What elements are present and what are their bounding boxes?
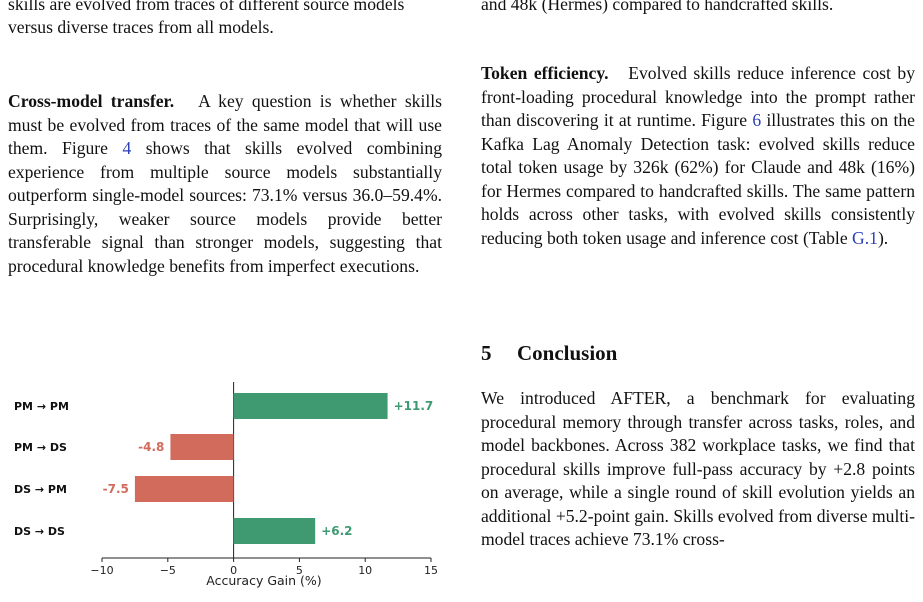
bar [233,393,388,419]
category-label: DS → PM [14,483,67,496]
section-heading-conclusion: 5 Conclusion [481,341,915,366]
section-title: Conclusion [517,341,618,365]
cross-model-paragraph: Cross-model transfer. A key question is … [8,90,442,278]
token-efficiency-paragraph: Token efficiency. Evolved skills reduce … [481,62,915,250]
right-top-fragment: and 48k (Hermes) compared to handcrafted… [481,0,834,14]
token-efficiency-body-1: Evolved skills reduce inference cost by … [481,63,915,130]
category-label: PM → DS [14,441,67,454]
cross-model-body-1: A key question is whether skills must be… [8,91,442,158]
section-number: 5 [481,341,492,365]
x-tick-label: −10 [90,564,113,577]
cross-model-body-2: shows that skills evolved combining expe… [8,138,442,276]
left-top-fragment-line2: versus diverse traces from all models. [8,17,274,37]
value-label: -4.8 [138,440,164,454]
token-efficiency-heading: Token efficiency. [481,63,609,83]
token-efficiency-body-3: ). [877,227,889,248]
x-tick-label: 5 [296,564,303,577]
bar [170,434,234,460]
figure-ref-6[interactable]: 6 [752,110,762,130]
value-label: -7.5 [103,482,129,496]
left-top-fragment-line1: skills are evolved from traces of differ… [8,0,405,14]
figure-ref-4[interactable]: 4 [122,138,132,158]
bar [134,476,234,502]
chart-bars [134,393,388,544]
conclusion-paragraph: We introduced AFTER, a benchmark for eva… [481,388,915,549]
value-label: +6.2 [321,524,352,538]
cross-model-heading: Cross-model transfer. [8,91,175,111]
chart-labels: PM → PM +11.7 PM → DS -4.8 DS → PM -7.5 DS → D… [14,399,433,538]
category-label: PM → PM [14,400,69,413]
bar [233,518,316,544]
x-tick-label: 15 [424,564,438,577]
x-tick-label: −5 [160,564,176,577]
table-ref-g1[interactable]: G.1 [852,227,878,248]
category-label: DS → DS [14,525,65,538]
x-tick-label: 10 [358,564,372,577]
token-efficiency-body-2: illustrates this on the Kafka Lag Anomal… [481,110,915,248]
chart-axes: −10 −5 0 5 10 15 [90,382,438,577]
accuracy-gain-chart: −10 −5 0 5 10 15 PM → PM +11.7 PM → DS -4.8 DS → … [14,382,438,588]
x-tick-label: 0 [230,564,237,577]
value-label: +11.7 [394,399,434,413]
chart-xlabel: Accuracy Gain (%) [206,573,321,588]
